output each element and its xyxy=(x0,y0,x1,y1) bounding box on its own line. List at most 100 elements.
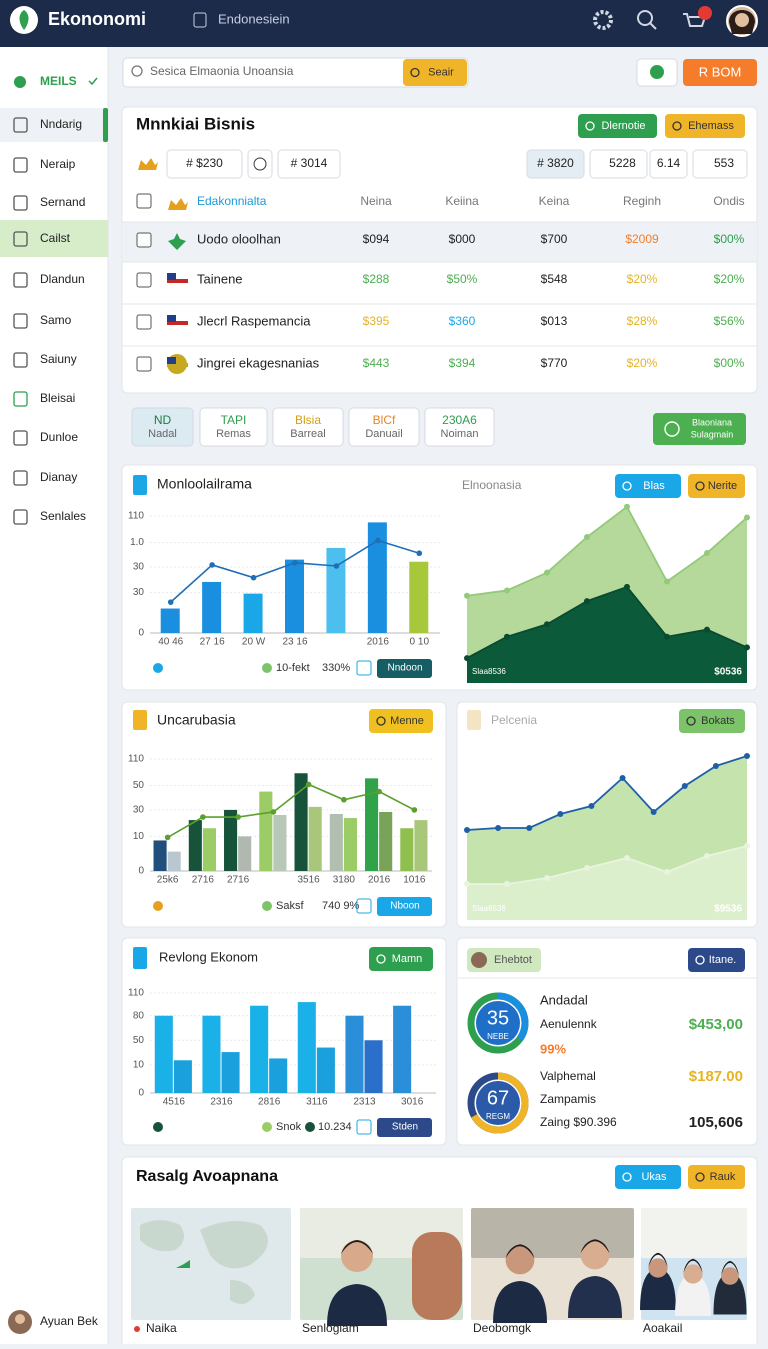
stat-chip[interactable] xyxy=(692,149,748,179)
button-label[interactable]: Seair xyxy=(428,66,454,78)
bar xyxy=(343,818,357,871)
button-label[interactable]: Ehemass xyxy=(688,120,734,132)
button[interactable] xyxy=(403,59,467,86)
button-label[interactable]: Itane. xyxy=(709,954,737,966)
button[interactable] xyxy=(377,897,432,916)
search-placeholder[interactable]: Sesica Elmaonia Unoansia xyxy=(150,64,294,78)
button[interactable] xyxy=(377,659,432,678)
filter-label[interactable]: # 3014 xyxy=(291,156,328,170)
nav-item[interactable]: Sernand xyxy=(40,195,85,209)
stat-chip[interactable] xyxy=(526,149,585,179)
legend-label: Saksf xyxy=(276,900,304,912)
tab[interactable] xyxy=(348,407,420,447)
nav-item[interactable]: Senlales xyxy=(40,509,86,523)
tab-sublabel[interactable]: Barreal xyxy=(290,428,325,440)
button[interactable] xyxy=(688,948,745,972)
tab-label[interactable]: 230A6 xyxy=(442,413,477,427)
search-input[interactable] xyxy=(122,57,469,88)
tab[interactable] xyxy=(199,407,268,447)
nav-item[interactable]: Saiuny xyxy=(40,352,77,366)
nav-icon[interactable] xyxy=(13,509,28,525)
nav-icon[interactable] xyxy=(13,313,28,329)
button[interactable] xyxy=(679,709,745,733)
stat-label[interactable]: # 3820 xyxy=(537,156,574,170)
nav-icon[interactable] xyxy=(13,117,28,133)
tabs-button[interactable] xyxy=(653,413,746,445)
settings-icon[interactable] xyxy=(593,10,613,30)
button[interactable] xyxy=(369,709,433,733)
row-check[interactable] xyxy=(136,356,152,372)
stat-label[interactable]: 5228 xyxy=(609,156,636,170)
tab-label[interactable]: TAPI xyxy=(221,413,247,427)
button-label[interactable]: Sulagmain xyxy=(691,429,734,439)
nav-item[interactable]: Dunloe xyxy=(40,430,78,444)
button-label[interactable]: Blaoniana xyxy=(692,417,732,427)
nav-icon[interactable] xyxy=(13,430,28,446)
row-check[interactable] xyxy=(136,314,152,330)
filter-chip[interactable] xyxy=(166,149,243,179)
button[interactable] xyxy=(688,474,745,498)
button-label[interactable]: Nndoon xyxy=(387,663,422,674)
stat-chip[interactable] xyxy=(589,149,648,179)
tab-sublabel[interactable]: Noiman xyxy=(441,428,479,440)
nav-icon[interactable] xyxy=(13,352,28,368)
stat-label[interactable]: 553 xyxy=(714,156,734,170)
button-label[interactable]: Bokats xyxy=(701,715,735,727)
nav-item[interactable]: Nndarig xyxy=(40,117,82,131)
button[interactable] xyxy=(578,114,657,138)
filter-chip[interactable] xyxy=(277,149,341,179)
chip[interactable] xyxy=(467,948,541,972)
button[interactable] xyxy=(369,947,433,971)
stat-chip[interactable] xyxy=(649,149,688,179)
nav-item[interactable]: Dianay xyxy=(40,470,77,484)
button[interactable] xyxy=(688,1165,745,1189)
button-label[interactable]: Mamn xyxy=(392,953,423,965)
tab-sublabel[interactable]: Danuail xyxy=(365,428,402,440)
tab-label[interactable]: BlCf xyxy=(373,413,396,427)
nav-item[interactable]: Neraip xyxy=(40,157,76,171)
action-button[interactable] xyxy=(683,59,757,86)
button-label[interactable]: Nboon xyxy=(390,901,419,912)
button[interactable] xyxy=(615,1165,681,1189)
nav-icon[interactable] xyxy=(13,470,28,486)
row-check[interactable] xyxy=(136,272,152,288)
filter-chip[interactable] xyxy=(247,149,273,179)
search-icon[interactable] xyxy=(637,10,653,26)
tab-label[interactable]: ND xyxy=(154,413,172,427)
button-label[interactable]: Blas xyxy=(643,480,665,492)
section-icon xyxy=(14,76,26,88)
nav-item[interactable]: Samo xyxy=(40,313,72,327)
button-label[interactable]: Dlernotie xyxy=(601,120,645,132)
nav-icon[interactable] xyxy=(13,391,28,407)
button[interactable] xyxy=(377,1118,432,1137)
filter-label[interactable]: # $230 xyxy=(186,156,223,170)
tab[interactable] xyxy=(424,407,495,447)
button[interactable] xyxy=(615,474,681,498)
nav-icon[interactable] xyxy=(13,157,28,173)
button-label[interactable]: Rauk xyxy=(710,1171,736,1183)
nav-icon[interactable] xyxy=(13,231,28,247)
nav-item[interactable]: Bleisai xyxy=(40,391,75,405)
button[interactable] xyxy=(665,114,745,138)
nav-item[interactable]: Dlandun xyxy=(40,272,85,286)
button-label[interactable]: Menne xyxy=(390,715,424,727)
chip-label[interactable]: Ehebtot xyxy=(494,954,532,966)
button-label[interactable]: Stden xyxy=(392,1122,418,1133)
tab-label[interactable]: Blsia xyxy=(295,413,321,427)
tab-sublabel[interactable]: Remas xyxy=(216,428,251,440)
nav-item[interactable]: Cailst xyxy=(40,231,71,245)
line-point xyxy=(375,537,381,544)
nav-icon[interactable] xyxy=(13,272,28,288)
search-icon-handle[interactable] xyxy=(649,22,657,30)
tab-sublabel[interactable]: Nadal xyxy=(148,428,177,440)
stat-text: Aenulennk xyxy=(540,1017,598,1031)
tab[interactable] xyxy=(272,407,344,447)
y-tick-label: 110 xyxy=(128,754,144,765)
stat-label[interactable]: 6.14 xyxy=(657,156,681,170)
button-label[interactable]: Ukas xyxy=(641,1171,667,1183)
tab[interactable] xyxy=(131,407,194,447)
row-check[interactable] xyxy=(136,232,152,248)
nav-icon[interactable] xyxy=(13,195,28,211)
button-label[interactable]: Nerite xyxy=(708,480,737,492)
button-label[interactable]: R BOM xyxy=(699,64,742,79)
